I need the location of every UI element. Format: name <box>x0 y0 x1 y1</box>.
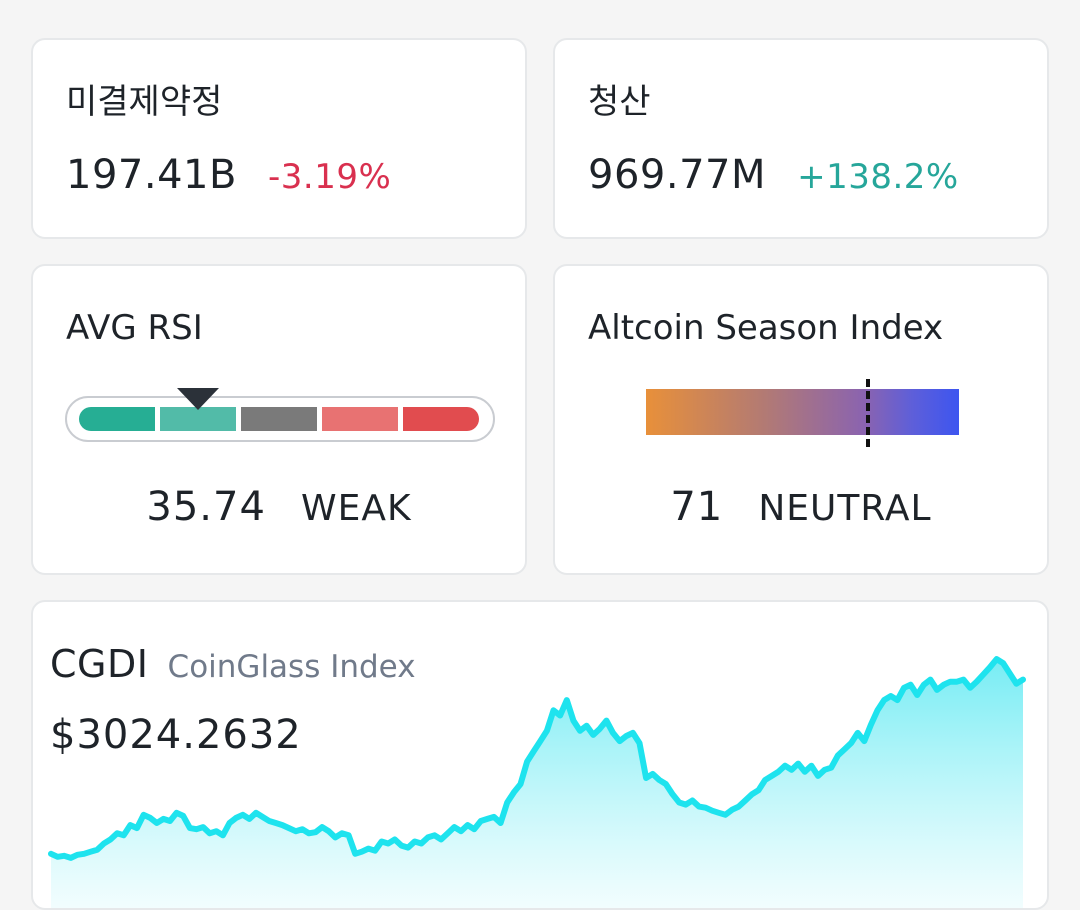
altcoin-season-card[interactable]: Altcoin Season Index 71 NEUTRAL <box>553 264 1049 575</box>
rsi-segment-neutral <box>241 407 317 431</box>
cgdi-name: CoinGlass Index <box>167 649 416 685</box>
rsi-segment-strong <box>322 407 398 431</box>
liquidation-stats: 969.77M +138.2% <box>588 152 959 198</box>
rsi-segment-very-weak <box>79 407 155 431</box>
avg-rsi-card[interactable]: AVG RSI 35.74 WEAK <box>31 264 527 575</box>
rsi-segment-weak <box>160 407 236 431</box>
open-interest-title: 미결제약정 <box>66 82 223 122</box>
altcoin-season-marker <box>866 379 871 447</box>
cgdi-title: CGDI CoinGlass Index <box>50 642 416 686</box>
open-interest-card[interactable]: 미결제약정 197.41B -3.19% <box>31 38 527 239</box>
cgdi-symbol: CGDI <box>50 642 149 686</box>
rsi-pointer-icon <box>177 388 219 410</box>
open-interest-value: 197.41B <box>66 152 237 198</box>
altcoin-season-label: NEUTRAL <box>758 488 932 529</box>
altcoin-season-reading: 71 NEUTRAL <box>555 484 1047 530</box>
rsi-reading: 35.74 WEAK <box>33 484 525 530</box>
rsi-gauge <box>65 396 495 442</box>
altcoin-season-title: Altcoin Season Index <box>588 308 944 348</box>
cgdi-chart <box>48 656 1026 908</box>
avg-rsi-title: AVG RSI <box>66 308 203 348</box>
liquidation-change: +138.2% <box>797 157 959 197</box>
cgdi-card[interactable]: CGDI CoinGlass Index $3024.2632 <box>31 600 1049 910</box>
liquidation-card[interactable]: 청산 969.77M +138.2% <box>553 38 1049 239</box>
cgdi-line <box>48 656 1026 861</box>
cgdi-price: $3024.2632 <box>50 712 302 758</box>
altcoin-season-value: 71 <box>670 484 724 530</box>
rsi-segment-very-strong <box>403 407 479 431</box>
open-interest-stats: 197.41B -3.19% <box>66 152 391 198</box>
liquidation-value: 969.77M <box>588 152 766 198</box>
rsi-label: WEAK <box>301 488 412 529</box>
rsi-value: 35.74 <box>146 484 266 530</box>
cgdi-area <box>51 659 1023 908</box>
open-interest-change: -3.19% <box>268 157 392 197</box>
altcoin-season-gradient-bar <box>646 389 959 435</box>
liquidation-title: 청산 <box>588 82 651 122</box>
